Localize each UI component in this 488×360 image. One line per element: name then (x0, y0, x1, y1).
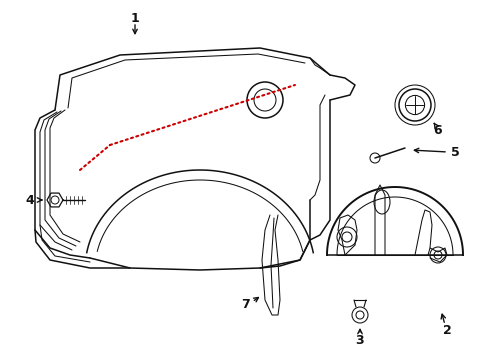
Text: 2: 2 (442, 324, 450, 337)
Text: 4: 4 (25, 194, 34, 207)
Text: 7: 7 (240, 298, 249, 311)
Text: 1: 1 (130, 12, 139, 24)
Text: 5: 5 (450, 145, 458, 158)
Text: 6: 6 (433, 123, 442, 136)
Text: 3: 3 (355, 333, 364, 346)
